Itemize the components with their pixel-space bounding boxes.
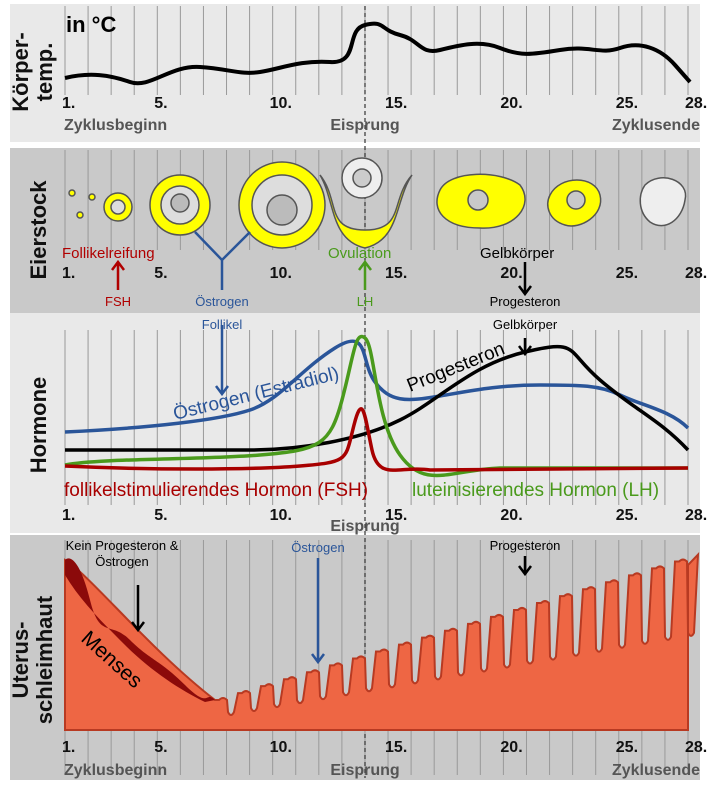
label-ovulation: Ovulation [328,245,391,262]
label-progesterone: Progesteron [490,538,561,553]
label-no-hormones: Östrogen [95,554,148,569]
day-label: 10. [270,265,292,282]
day-label: 20. [500,739,522,756]
day-label: 10. [270,739,292,756]
label-progesterone: Progesteron [490,294,561,309]
label-estrogen: Östrogen [291,540,344,555]
day-label: 10. [270,95,292,112]
side-label: schleimhaut [32,595,57,724]
label-fsh-curve: follikelstimulierendes Hormon (FSH) [64,480,368,501]
side-label: temp. [32,43,57,102]
side-label: Körper- [8,32,33,111]
side-label: Hormone [26,377,51,474]
day-label: 28. [685,95,707,112]
day-label: 1. [62,507,75,524]
side-label: Eierstock [26,180,51,280]
day-label: 25. [616,739,638,756]
day-label: 25. [616,95,638,112]
label-no-hormones: Kein Progesteron & [66,538,179,553]
day-label: 1. [62,95,75,112]
day-label: 20. [500,265,522,282]
day-label: 28. [685,265,707,282]
label-follicle: Follikel [202,317,243,332]
phase-label: Eisprung [330,117,399,134]
day-label: 5. [154,507,167,524]
day-label: 28. [685,739,707,756]
day-label: 5. [154,739,167,756]
day-label: 15. [385,739,407,756]
phase-label: Zyklusbeginn [64,117,167,134]
day-label: 25. [616,507,638,524]
phase-label: Zyklusende [612,117,700,134]
label-corpus-luteum: Gelbkörper [493,317,558,332]
phase-label: Zyklusende [612,762,700,779]
phase-label: Eisprung [330,762,399,779]
day-label: 20. [500,507,522,524]
label-lh-curve: luteinisierendes Hormon (LH) [412,480,659,501]
day-label: 15. [385,507,407,524]
day-label: 25. [616,265,638,282]
day-label: 1. [62,265,75,282]
label-maturation: Follikelreifung [62,245,155,262]
label-corpus-luteum: Gelbkörper [480,245,554,262]
day-label: 5. [154,265,167,282]
day-label: 1. [62,739,75,756]
label-lh: LH [357,294,374,309]
day-label: 20. [500,95,522,112]
day-label: 15. [385,265,407,282]
side-label: Uterus- [8,621,33,698]
day-label: 10. [270,507,292,524]
label-fsh: FSH [105,294,131,309]
day-label: 5. [154,95,167,112]
cycle-diagram: Körper- temp. Eierstock Hormone Uterus- … [0,0,709,785]
label-estrogen: Östrogen [195,294,248,309]
unit: in °C [66,12,116,37]
day-label: 15. [385,95,407,112]
phase-label: Zyklusbeginn [64,762,167,779]
day-label: 28. [685,507,707,524]
